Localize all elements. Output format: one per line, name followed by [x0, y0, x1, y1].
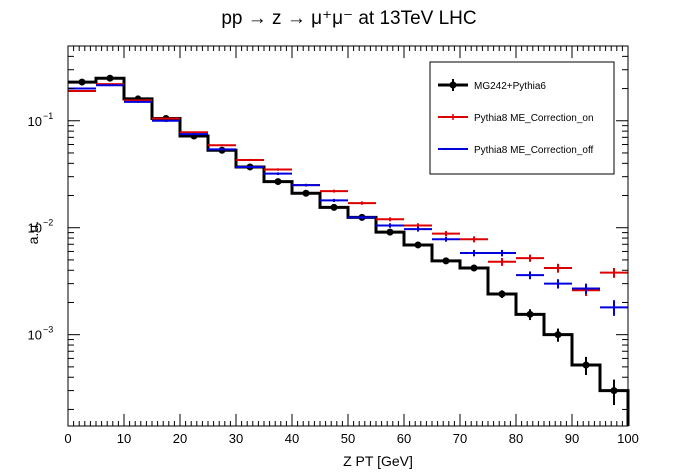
data-point: [78, 78, 86, 86]
legend-label: Pythia8 ME_Correction_off: [474, 145, 594, 156]
series-layer: [68, 74, 630, 426]
legend-label: MG242+Pythia6: [474, 81, 546, 92]
data-point: [498, 290, 506, 298]
y-tick-exponent: −3: [43, 325, 53, 335]
y-tick-label: 10: [28, 328, 42, 343]
data-point: [302, 189, 310, 197]
x-tick-label: 70: [453, 431, 467, 446]
x-axis-label: Z PT [GeV]: [343, 453, 413, 469]
x-tick-label: 50: [341, 431, 355, 446]
data-point: [554, 331, 562, 339]
x-tick-label: 0: [64, 431, 71, 446]
data-point: [386, 228, 394, 236]
chart-title: pp → z → μ⁺μ⁻ at 13TeV LHC: [221, 8, 476, 29]
y-tick-exponent: −2: [43, 218, 53, 228]
y-tick-base: 10: [28, 328, 42, 343]
y-axis: 10−110−210−3: [28, 45, 628, 410]
data-point: [610, 387, 618, 395]
x-tick-label: 100: [617, 431, 639, 446]
y-tick-base: 10: [28, 114, 42, 129]
x-tick-label: 60: [397, 431, 411, 446]
data-point: [582, 361, 590, 369]
x-axis: 0 10 20 30 40 50 60 70 80 90 100: [64, 46, 639, 446]
data-point: [274, 178, 282, 186]
y-tick-label: 10: [28, 221, 42, 236]
y-tick-label: 10: [28, 114, 42, 129]
data-point: [470, 264, 478, 272]
data-point: [526, 310, 534, 318]
y-tick-exponent: −1: [43, 111, 53, 121]
y-tick-base: 10: [28, 221, 42, 236]
x-tick-label: 90: [565, 431, 579, 446]
x-tick-label: 20: [173, 431, 187, 446]
legend-marker: [449, 81, 457, 89]
y-axis-label: a.u.: [25, 221, 41, 244]
x-tick-label: 30: [229, 431, 243, 446]
x-tick-label: 10: [117, 431, 131, 446]
data-point: [442, 257, 450, 265]
legend: MG242+Pythia6 Pythia8 ME_Correction_on Pyt…: [429, 61, 615, 175]
legend-label: Pythia8 ME_Correction_on: [474, 113, 594, 124]
data-point: [414, 241, 422, 249]
data-point: [330, 203, 338, 211]
x-tick-label: 80: [509, 431, 523, 446]
data-point: [106, 74, 114, 82]
x-tick-label: 40: [285, 431, 299, 446]
series-pythia8-me-off: [68, 84, 628, 316]
